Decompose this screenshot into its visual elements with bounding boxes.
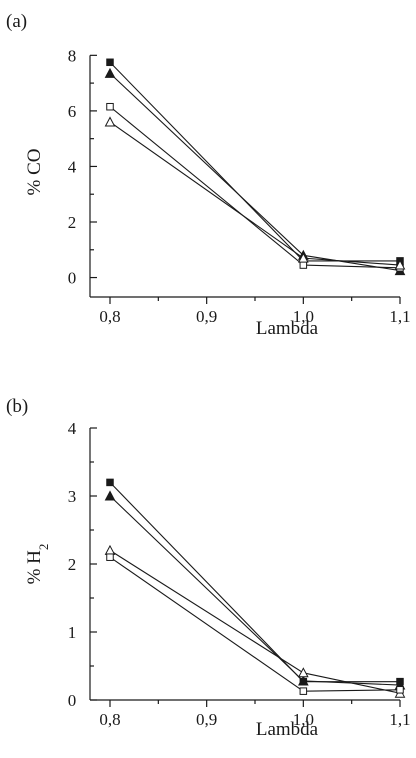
series-line-open-triangle (109, 121, 401, 266)
x-tick-label: 1,0 (293, 307, 314, 326)
series-line-filled-triangle (109, 495, 401, 686)
y-tick-label: 0 (68, 691, 77, 710)
x-axis-title: Lambda (256, 318, 319, 339)
data-point-open-triangle (298, 667, 309, 678)
y-tick-label: 6 (68, 102, 77, 121)
y-tick-label: 4 (68, 419, 77, 438)
data-point-open-square (396, 686, 404, 694)
panel-label: (b) (6, 396, 28, 417)
x-tick-label: 0,8 (99, 710, 120, 729)
data-point-open-square (299, 261, 308, 269)
panel-label: (a) (6, 11, 27, 32)
data-point-filled-triangle (104, 490, 116, 501)
y-axis-title: % H2 (24, 544, 51, 585)
data-point-filled-square (106, 58, 114, 67)
y-tick-label: 0 (68, 269, 77, 288)
data-point-filled-square (106, 478, 114, 487)
x-tick-label: 1,0 (293, 710, 314, 729)
series-line-filled-square (109, 61, 400, 262)
y-axis-title-subscript: 2 (36, 544, 51, 551)
series-line-filled-square (109, 482, 400, 683)
data-point-open-square (106, 553, 114, 561)
x-tick-label: 0,9 (196, 710, 217, 729)
y-tick-label: 4 (68, 157, 77, 176)
chart-panel-a: (a) 0 2 4 6 8 0,8 0,9 1,0 1,1 Lambda % CO (6, 11, 411, 339)
data-point-open-square (106, 102, 114, 111)
data-point-open-triangle (104, 544, 116, 555)
data-point-open-triangle (298, 252, 309, 263)
series-line-open-square (109, 106, 401, 269)
x-tick-label: 1,1 (389, 307, 410, 326)
chart-panel-b: (b) 0 1 2 3 4 0,8 0,9 1,0 1,1 Lambda % H2 (6, 396, 411, 740)
y-tick-label: 1 (68, 623, 77, 642)
data-point-filled-triangle (104, 67, 116, 78)
y-tick-label: 2 (68, 213, 77, 232)
x-tick-label: 1,1 (389, 710, 410, 729)
data-point-open-triangle (104, 116, 116, 127)
series-line-open-triangle (109, 549, 401, 694)
y-tick-label: 8 (68, 46, 77, 65)
x-axis-title: Lambda (256, 719, 319, 740)
data-point-filled-triangle (298, 675, 309, 686)
series-line-filled-triangle (109, 72, 401, 272)
x-tick-label: 0,9 (196, 307, 217, 326)
x-tick-label: 0,8 (99, 307, 120, 326)
data-point-open-triangle (394, 259, 406, 270)
y-axis-title: % CO (24, 149, 45, 196)
y-tick-label: 2 (68, 555, 77, 574)
data-point-open-square (299, 687, 308, 695)
y-tick-label: 3 (68, 487, 77, 506)
